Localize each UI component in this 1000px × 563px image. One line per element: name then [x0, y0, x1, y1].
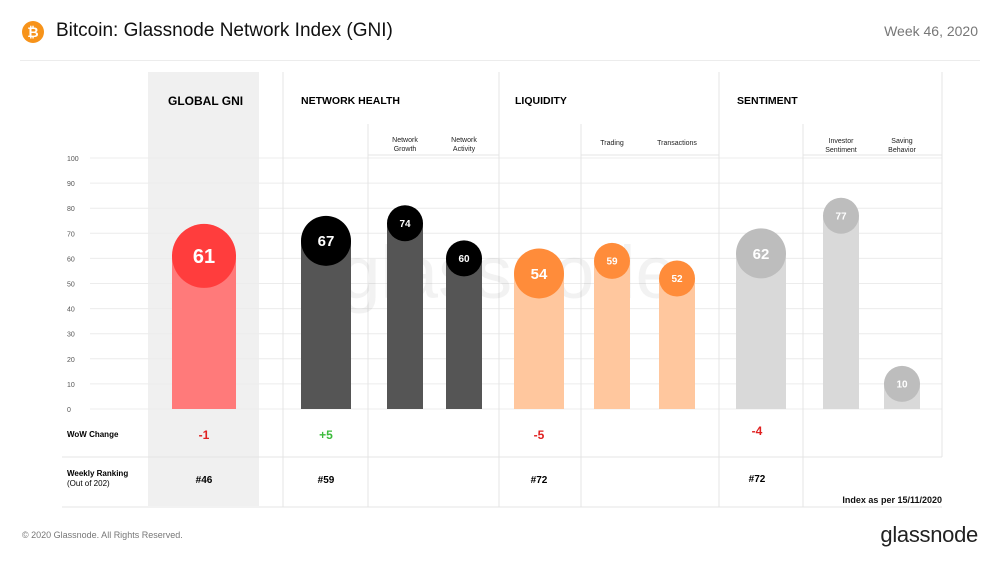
sub-indicator-bubble — [594, 242, 630, 279]
group-title: SENTIMENT — [737, 95, 798, 107]
sub-indicator-name: Saving — [891, 138, 913, 145]
y-tick-label: 100 — [67, 156, 79, 163]
y-tick-label: 90 — [67, 181, 75, 188]
group-main-value-label: 62 — [753, 246, 770, 263]
group-main-bubble — [301, 215, 351, 266]
sub-indicator-bubble — [446, 240, 482, 277]
ranking-row-label: Weekly Ranking — [67, 469, 128, 478]
y-tick-label: 10 — [67, 382, 75, 389]
group-main-value-label: 54 — [531, 266, 548, 283]
sub-indicator-name: Trading — [600, 140, 624, 147]
sub-indicator-name: Sentiment — [825, 147, 857, 154]
page-title: Bitcoin: Glassnode Network Index (GNI) — [56, 20, 393, 41]
sub-indicator-name: Network — [392, 137, 418, 144]
sub-indicator-value-label: 77 — [835, 211, 847, 222]
ranking-row-sublabel: (Out of 202) — [67, 479, 110, 488]
group-main-bubble — [514, 248, 564, 299]
y-tick-label: 50 — [67, 282, 75, 289]
weekly-ranking-value: #72 — [531, 475, 548, 486]
sub-indicator-bar — [446, 258, 482, 409]
wow-change-value: -5 — [534, 428, 545, 442]
header-divider — [20, 60, 980, 61]
sub-indicator-bar — [823, 215, 859, 409]
y-tick-label: 80 — [67, 206, 75, 213]
bitcoin-logo-icon: ₿ — [22, 21, 44, 43]
wow-change-value: -1 — [199, 428, 210, 442]
weekly-ranking-value: #59 — [318, 475, 335, 486]
sub-indicator-bar — [659, 278, 695, 409]
footer-copyright: © 2020 Glassnode. All Rights Reserved. — [22, 530, 183, 540]
y-tick-label: 0 — [67, 407, 71, 414]
wow-change-value: +5 — [319, 428, 333, 442]
group-title: GLOBAL GNI — [168, 94, 243, 108]
group-main-bar — [736, 253, 786, 409]
weekly-ranking-value: #46 — [196, 475, 213, 486]
sub-indicator-bubble — [659, 260, 695, 297]
y-tick-label: 20 — [67, 357, 75, 364]
sub-indicator-bubble — [387, 205, 423, 242]
y-tick-label: 30 — [67, 332, 75, 339]
sub-indicator-name: Transactions — [657, 140, 697, 147]
sub-indicator-bubble — [823, 197, 859, 234]
group-main-bubble — [736, 228, 786, 279]
y-tick-label: 70 — [67, 231, 75, 238]
wow-row-label: WoW Change — [67, 430, 119, 439]
sub-indicator-bar — [387, 223, 423, 409]
index-date-note: Index as per 15/11/2020 — [842, 495, 942, 505]
sub-indicator-value-label: 60 — [458, 254, 470, 265]
wow-change-value: -4 — [752, 424, 763, 438]
group-main-value-label: 61 — [193, 246, 215, 268]
footer-logo: glassnode — [880, 522, 978, 547]
sub-indicator-value-label: 74 — [399, 219, 411, 230]
group-title: LIQUIDITY — [515, 95, 567, 107]
group-main-bubble — [172, 223, 236, 288]
weekly-ranking-value: #72 — [749, 474, 766, 485]
group-main-bar — [301, 240, 351, 409]
sub-indicator-name: Network — [451, 137, 477, 144]
group-main-value-label: 67 — [318, 233, 335, 250]
sub-indicator-name: Growth — [394, 146, 417, 153]
sub-indicator-name: Behavior — [888, 147, 916, 154]
sub-indicator-value-label: 59 — [606, 257, 618, 268]
y-tick-label: 40 — [67, 307, 75, 314]
sub-indicator-bubble — [884, 365, 920, 402]
sub-indicator-value-label: 52 — [671, 274, 683, 285]
y-tick-label: 60 — [67, 256, 75, 263]
sub-indicator-name: Investor — [829, 138, 855, 145]
group-title: NETWORK HEALTH — [301, 95, 400, 107]
sub-indicator-bar — [594, 260, 630, 409]
sub-indicator-name: Activity — [453, 146, 476, 153]
sub-indicator-value-label: 10 — [896, 380, 908, 391]
week-label: Week 46, 2020 — [884, 23, 978, 39]
